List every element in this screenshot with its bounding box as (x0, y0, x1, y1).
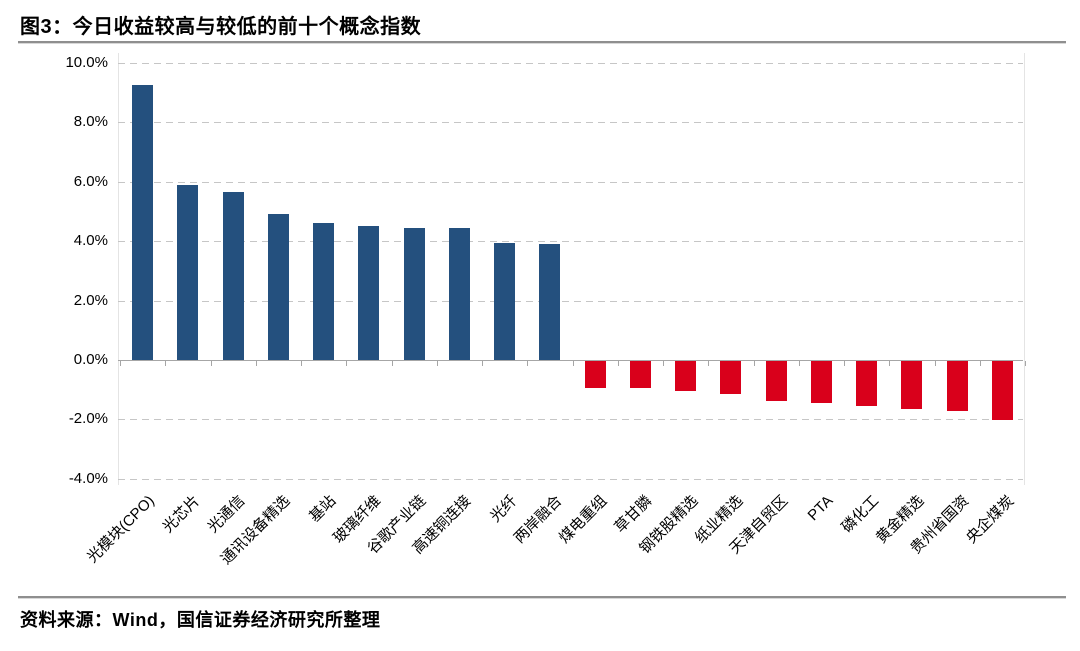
axis-tick (165, 361, 167, 366)
axis-tick (301, 361, 302, 366)
bar (991, 361, 1013, 421)
bar (358, 226, 380, 360)
axis-tick (979, 361, 981, 366)
axis-tick (391, 361, 393, 366)
bar (675, 361, 697, 391)
axis-tick (934, 361, 936, 366)
y-axis-label: -2.0% (68, 410, 108, 428)
bar (132, 85, 154, 360)
axis-tick (572, 361, 574, 366)
gridline (118, 478, 1023, 480)
bar (629, 361, 651, 388)
bar (222, 192, 244, 360)
axis-tick (120, 361, 121, 366)
y-axis-label: -4.0% (68, 469, 108, 487)
title-divider (18, 41, 1066, 44)
bar (765, 361, 787, 402)
bar (720, 361, 742, 394)
bar (810, 361, 832, 403)
gridline (118, 63, 1023, 64)
source-divider (18, 596, 1066, 599)
bar (448, 227, 470, 360)
gridline (118, 181, 1023, 183)
y-axis-label: 6.0% (73, 172, 108, 190)
bar (494, 242, 516, 360)
gridline (118, 122, 1023, 124)
axis-tick (753, 361, 755, 366)
axis-tick (436, 361, 438, 366)
x-axis-label: 煤电重组 (555, 492, 611, 547)
x-axis-label: 光模块(CPO) (84, 492, 158, 567)
y-axis-label: 0.0% (73, 351, 108, 368)
y-axis-label: 2.0% (73, 291, 108, 309)
axis-tick (482, 361, 483, 366)
axis-tick (798, 361, 800, 366)
axis-tick (346, 361, 348, 366)
x-axis-label: 两岸融合 (510, 492, 566, 547)
x-axis-label: PTA (804, 492, 837, 525)
axis-tick (844, 361, 845, 366)
axis-tick (255, 361, 257, 366)
y-axis-label: 10.0% (65, 54, 108, 71)
bar (539, 244, 561, 360)
gridline (118, 241, 1023, 243)
axis-tick (708, 361, 710, 366)
bar (313, 223, 335, 360)
bar (946, 361, 968, 412)
figure-title: 图3：今日收益较高与较低的前十个概念指数 (20, 16, 422, 38)
x-axis-label: 草甘膦 (611, 492, 656, 537)
bar (901, 361, 923, 409)
bar (267, 214, 289, 360)
axis-tick (527, 361, 529, 366)
bar (403, 227, 425, 360)
plot-area (118, 53, 1025, 485)
axis-tick (210, 361, 212, 366)
source-note: 资料来源：Wind，国信证券经济研究所整理 (20, 610, 381, 630)
x-axis-label: 基站 (305, 492, 339, 526)
bar (177, 184, 199, 360)
gridline (118, 419, 1023, 421)
axis-tick (663, 361, 664, 366)
y-axis-label: 8.0% (73, 113, 108, 131)
x-axis-label: 光芯片 (159, 492, 204, 537)
x-axis-label: 央企煤炭 (963, 492, 1018, 547)
bar (584, 361, 606, 388)
y-axis-label: 4.0% (73, 232, 108, 250)
gridline (118, 300, 1023, 302)
x-axis-line (118, 360, 1023, 361)
bar (856, 361, 878, 406)
axis-tick (889, 361, 891, 366)
x-axis-label: 光纤 (486, 492, 520, 526)
axis-tick (617, 361, 619, 366)
axis-tick (1025, 361, 1026, 366)
